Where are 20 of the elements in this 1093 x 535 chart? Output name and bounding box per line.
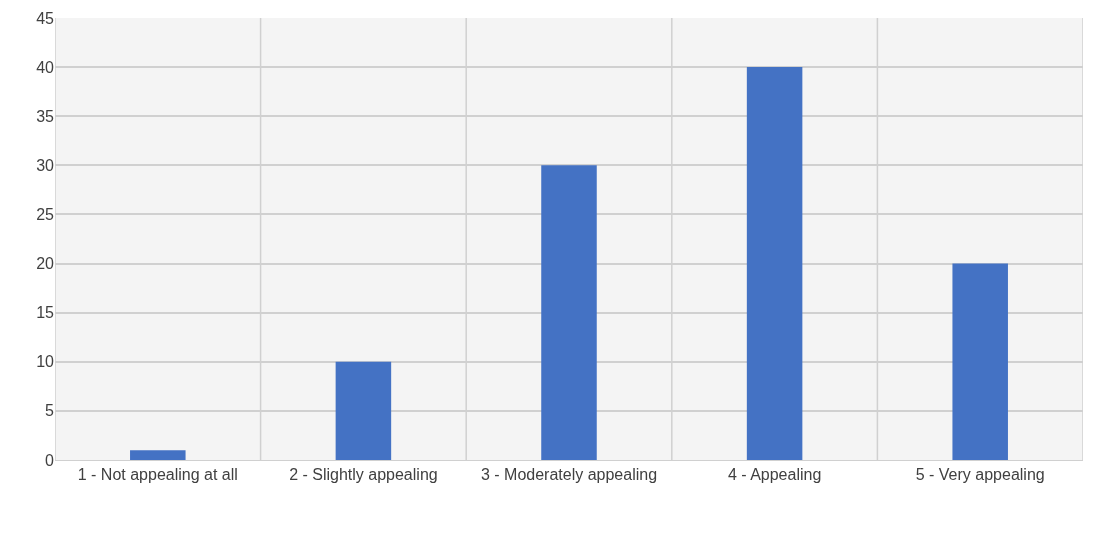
x-tick-label: 3 - Moderately appealing — [480, 466, 658, 484]
bar — [746, 67, 803, 460]
bar — [130, 450, 186, 460]
x-tick-label: 2 - Slightly appealing — [289, 466, 438, 484]
y-tick-label: 25 — [36, 206, 55, 224]
y-tick-label: 45 — [36, 9, 55, 27]
x-tick-label: 5 - Very appealing — [915, 466, 1045, 484]
y-tick-label: 40 — [36, 58, 55, 76]
bar — [335, 361, 392, 460]
bar — [541, 165, 597, 460]
y-tick-label: 35 — [36, 107, 55, 125]
x-tick-label: 1 - Not appealing at all — [77, 466, 238, 484]
bar — [952, 263, 1008, 460]
x-tick-label: 4 - Appealing — [727, 466, 822, 484]
y-tick-label: 10 — [36, 353, 55, 371]
y-tick-label: 0 — [45, 451, 55, 469]
y-tick-label: 20 — [36, 255, 55, 273]
y-tick-label: 15 — [36, 304, 55, 322]
y-tick-label: 30 — [36, 156, 55, 174]
y-tick-label: 5 — [45, 402, 55, 420]
